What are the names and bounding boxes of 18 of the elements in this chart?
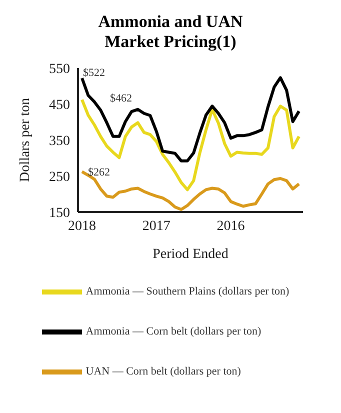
y-tick-label: 450 — [49, 98, 70, 113]
y-tick-label: 250 — [49, 170, 70, 185]
y-tick-label: 150 — [49, 206, 70, 221]
y-axis-title: Dollars per ton — [18, 98, 33, 182]
y-tick-label: 350 — [49, 134, 70, 149]
chart-title: Ammonia and UAN Market Pricing(1) — [97, 12, 244, 52]
legend-label: UAN — Corn belt (dollars per ton) — [86, 366, 241, 378]
line-series — [80, 76, 300, 162]
legend-label: Ammonia — Southern Plains (dollars per ton) — [86, 286, 290, 298]
x-axis-title: Period Ended — [152, 247, 228, 262]
x-tick-label: 2018 — [68, 218, 96, 234]
annotation: $522 — [83, 67, 105, 80]
legend-label: Ammonia — Corn belt (dollars per ton) — [86, 326, 262, 338]
x-tick-label: 2016 — [216, 218, 245, 234]
annotation: $462 — [110, 92, 132, 105]
y-tick-label: 550 — [49, 62, 70, 77]
x-tick-label: 2017 — [142, 218, 170, 234]
annotation: $262 — [88, 166, 110, 179]
